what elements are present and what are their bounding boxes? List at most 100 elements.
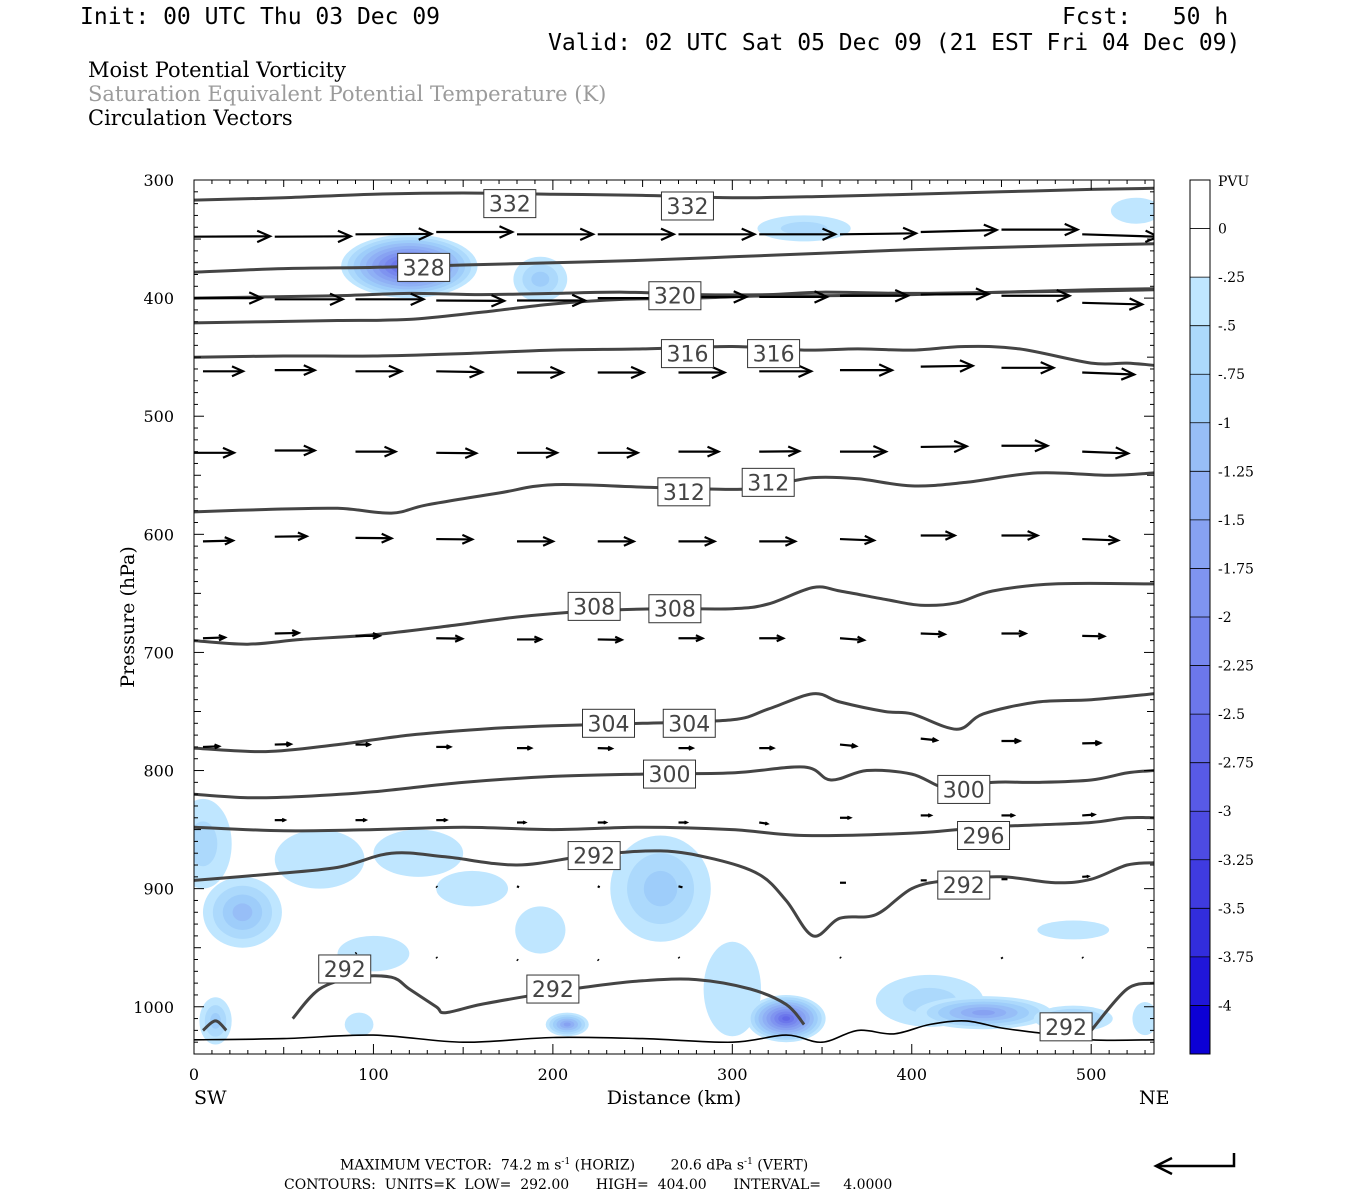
vector-head [418,227,435,241]
circulation-vector [1001,361,1057,375]
contour-label: 332 [660,191,714,221]
terrain-line [194,1019,1154,1044]
colorbar-swatch [1190,714,1210,764]
vector-head [381,532,395,544]
pv-patch [515,906,566,954]
circulation-vector [759,634,786,643]
contour-label-text: 332 [666,195,708,220]
pv-patch [563,1022,571,1027]
circulation-vector [274,364,318,377]
vector-head [372,631,383,640]
pv-patch [1132,1002,1154,1036]
vector-shaft [516,885,520,889]
colorbar-label: -.25 [1218,270,1245,286]
circulation-vector [678,365,728,380]
vector-shaft [839,537,875,542]
circulation-vector [597,446,641,459]
contour-label: 308 [567,591,621,621]
circulation-vector [436,634,465,643]
circulation-vector [1082,367,1137,381]
theta-contour-292 [1090,981,1154,1032]
circulation-vector [597,535,637,547]
vector-head [851,742,859,749]
contour-label-box [957,821,1011,850]
contour-label: 296 [957,821,1011,850]
colorbar-label: -1 [1218,416,1232,432]
contour-label-box [648,281,702,311]
circulation-vector [436,294,507,308]
pv-patch [703,941,762,1037]
vector-head [499,225,515,239]
axes: 0 100 200 300 400 500 300 400 500 600 700 800 900 100… [133,171,1154,1084]
vector-head [454,634,465,643]
contour-label-box [582,708,636,738]
contour-label-text: 316 [753,343,795,368]
circulation-vector [274,741,294,748]
vector-head [683,820,690,825]
vector-head [545,446,560,459]
circulation-vector [839,742,859,749]
vector-head [1120,367,1137,381]
vector-shaft [839,956,842,959]
circulation-vector [1081,956,1085,959]
circulation-vector [1001,530,1041,541]
contour-label: 300 [643,759,697,789]
circulation-vector [436,447,479,460]
circulation-vector [839,534,877,546]
vector-head [297,531,310,542]
vector-head [764,821,770,826]
contour-label-box [567,591,621,621]
pv-patch [972,1009,995,1016]
circulation-vector [597,885,601,889]
colorbar-swatch [1190,617,1210,667]
vector-head [337,229,354,244]
circulation-vector [435,956,439,959]
circulation-vector [920,736,940,743]
vector-head [626,446,641,459]
vector-head [975,287,992,301]
contour-label-box [648,594,702,624]
colorbar-swatch [1190,277,1210,327]
contour-label-text: 332 [489,193,531,218]
reference-vector [1153,1153,1236,1176]
vector-head [218,633,228,642]
contour-label-text: 300 [943,778,985,803]
colorbar-swatch [1190,1005,1210,1055]
circulation-vector [516,535,556,547]
circulation-vector [839,444,889,459]
circulation-vector [597,227,677,242]
circulation-vector [1001,288,1073,303]
vector-head [1086,874,1091,879]
circulation-vector [1082,297,1145,311]
vector-head [856,635,867,644]
colorbar-label: -3 [1218,804,1232,820]
vector-head [526,745,534,751]
contour-label: 292 [937,870,991,900]
vector-head [959,359,976,373]
y-tick-label: 700 [143,643,174,662]
colorbar-label: -1.75 [1218,561,1254,577]
vector-head [1107,534,1121,546]
vector-head [1056,288,1073,303]
contour-label-box [567,841,621,871]
circulation-vector [355,532,395,544]
circulation-vector [436,533,475,545]
colorbar-label: -2 [1218,610,1232,626]
vector-head [707,445,722,458]
theta-contour-304 [194,692,1154,754]
colorbar-label: -2.25 [1218,659,1254,675]
vector-shaft [597,885,601,889]
sw-end-label: SW [194,1087,227,1109]
circulation-vector [202,633,228,642]
circulation-vector [759,535,798,547]
colorbar-label: -3.5 [1218,901,1245,917]
circulation-vector [678,445,722,458]
vector-shaft [1082,233,1154,238]
contour-label: 292 [567,841,621,871]
contour-label: 308 [648,594,702,624]
vector-head [388,364,405,379]
circulation-vector [516,293,588,308]
horiz-suffix: (HORIZ) [570,1157,636,1174]
vector-head [931,736,940,743]
circulation-vector [596,958,600,962]
